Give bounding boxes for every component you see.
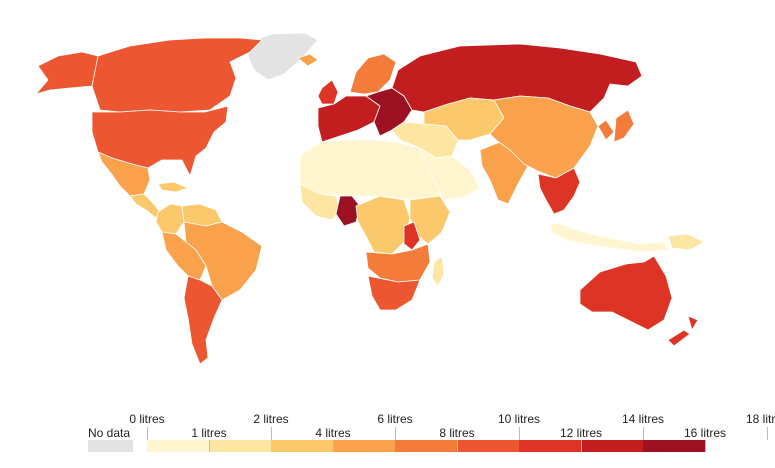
legend-swatch [519,440,582,452]
region-uganda [403,221,421,251]
region-madagascar [431,255,445,287]
legend-tick [209,440,210,452]
legend-top-label: 14 litres [621,412,665,426]
region-central-africa [355,195,411,255]
legend-swatch [581,440,644,452]
legend-tick [581,440,582,452]
legend-top-label: 2 litres [253,412,289,426]
legend-tick [519,427,520,440]
legend-swatch [147,440,210,452]
region-papua [667,233,705,251]
region-cuba [157,181,189,193]
region-central-america [129,193,161,219]
region-turkey-iran [391,121,459,159]
region-greenland [247,32,319,81]
legend-bottom-label: 16 litres [683,426,727,440]
region-peru-bolivia [161,231,207,281]
legend-top-label: 0 litres [129,412,165,426]
legend-tick [767,427,768,440]
region-iceland [297,53,319,67]
legend-swatch [395,440,458,452]
legend-bottom-label: 1 litres [191,426,227,440]
legend-bottom-label: 4 litres [315,426,351,440]
region-new-zealand [667,315,699,347]
legend-bottom-label: 12 litres [559,426,603,440]
region-argentina-chile [183,275,223,365]
region-korea-japan [597,109,635,143]
region-southern-africa [365,243,431,283]
region-uk-ireland [317,79,339,105]
legend-tick [147,427,148,440]
region-nigeria [335,195,361,227]
region-southeast-asia [537,167,581,215]
region-arabia [419,147,481,201]
legend-tick [271,427,272,440]
world-map [35,32,705,365]
legend-tick [457,440,458,452]
legend-top-label: 6 litres [377,412,413,426]
region-scandinavia [349,53,397,95]
legend-swatch [209,440,272,452]
legend-tick [705,440,706,452]
legend-swatch [643,440,706,452]
region-south-africa [367,275,421,311]
legend-tick [643,427,644,440]
legend-no-data-swatch [88,440,133,452]
legend-no-data-label: No data [88,426,131,440]
legend-tick [395,427,396,440]
legend-top-label: 18 litres [745,412,775,426]
legend-swatch [333,440,396,452]
legend-top-label: 10 litres [497,412,541,426]
region-canada [91,37,263,113]
region-alaska [35,51,101,95]
legend-swatch [457,440,520,452]
region-australia [579,255,673,331]
legend-swatch [271,440,334,452]
legend-tick [333,440,334,452]
region-west-africa [299,183,341,221]
region-indonesia [549,221,669,253]
region-colombia [155,203,185,235]
legend-bottom-label: 8 litres [439,426,475,440]
region-east-africa [409,195,451,245]
